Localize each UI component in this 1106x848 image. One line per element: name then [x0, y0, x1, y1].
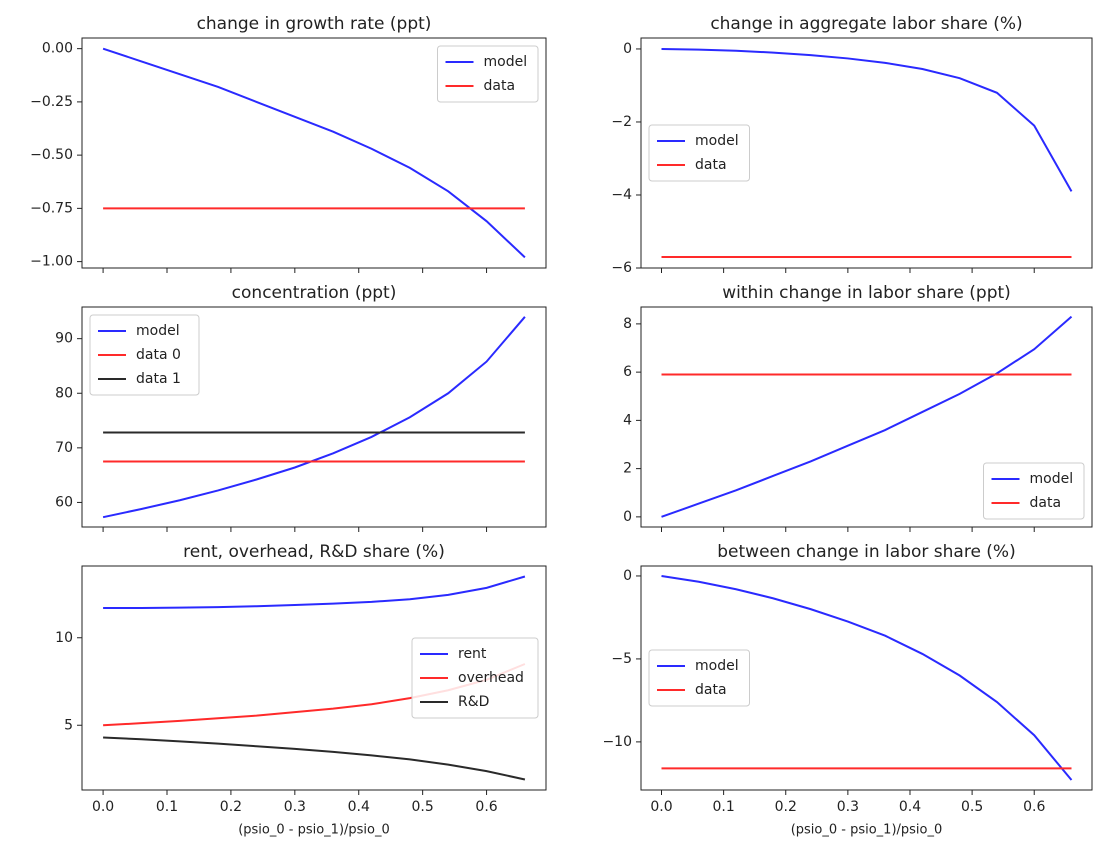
x-tick-label: 0.3	[284, 799, 306, 815]
y-tick-label: 80	[55, 385, 73, 401]
legend-label: model	[695, 133, 739, 149]
legend-box	[89, 314, 200, 396]
x-tick-label: 0.4	[899, 799, 921, 815]
subplot: change in growth rate (ppt) 0.00 −0.25 −0.5…	[30, 14, 547, 273]
subplot-title: within change in labor share (ppt)	[722, 283, 1011, 303]
x-tick-label: 0.0	[650, 799, 672, 815]
x-tick-label: 0.5	[412, 799, 434, 815]
y-tick-label: −5	[611, 651, 632, 667]
axes-frame	[640, 306, 1093, 528]
legend: model data 0 data 1	[89, 314, 200, 396]
y-tick-label: −1.00	[30, 254, 73, 270]
axes-frame	[81, 37, 547, 269]
legend-box	[648, 124, 750, 182]
legend-label: overhead	[458, 670, 524, 686]
legend-label: R&D	[458, 694, 489, 710]
y-tick-label: −10	[602, 734, 632, 750]
line-series	[103, 736, 526, 781]
subplot: concentration (ppt) 60 70 80 90 model data 0 da…	[55, 283, 547, 532]
y-tick-label: −0.25	[30, 94, 73, 110]
legend: model data	[437, 45, 539, 103]
subplot-title: concentration (ppt)	[232, 283, 397, 303]
subplot-title: change in growth rate (ppt)	[197, 14, 432, 34]
y-tick-label: −0.50	[30, 147, 73, 163]
legend-box	[648, 649, 750, 707]
axes-frame	[640, 565, 1093, 791]
axes-frame	[81, 565, 547, 791]
y-tick-label: 5	[64, 717, 73, 733]
subplot: change in aggregate labor share (%) 0 −2 −4…	[611, 14, 1093, 276]
legend: model data	[648, 649, 750, 707]
line-series	[103, 575, 526, 609]
y-tick-label: 4	[623, 412, 632, 428]
axes-frame	[81, 306, 547, 528]
legend-label: model	[136, 323, 180, 339]
legend-label: data	[1030, 495, 1062, 511]
y-tick-label: 0	[623, 41, 632, 57]
y-tick-label: 70	[55, 440, 73, 456]
y-tick-label: 8	[623, 316, 632, 332]
subplot: rent, overhead, R&D share (%) 5 10 0.0 0.1 0.…	[55, 542, 547, 838]
x-tick-label: 0.1	[712, 799, 734, 815]
x-tick-label: 0.6	[1023, 799, 1045, 815]
subplot-title: rent, overhead, R&D share (%)	[183, 542, 445, 562]
x-tick-label: 0.0	[92, 799, 114, 815]
legend-label: model	[1030, 471, 1074, 487]
y-tick-label: −6	[611, 260, 632, 276]
subplot: between change in labor share (%) 0 −5 −10 0…	[602, 542, 1093, 838]
legend-box	[411, 637, 539, 719]
x-axis-label: (psio_0 - psio_1)/psio_0	[791, 823, 943, 838]
legend-label: rent	[458, 646, 487, 662]
y-tick-label: 2	[623, 461, 632, 477]
x-tick-label: 0.4	[348, 799, 370, 815]
y-tick-label: 0	[623, 509, 632, 525]
legend-label: data	[695, 682, 727, 698]
legend-label: data 0	[136, 347, 181, 363]
axes-frame	[640, 37, 1093, 269]
legend-box	[437, 45, 539, 103]
x-axis-label: (psio_0 - psio_1)/psio_0	[238, 823, 390, 838]
legend-label: data 1	[136, 371, 181, 387]
y-tick-label: 0.00	[42, 41, 73, 57]
legend-label: data	[484, 78, 516, 94]
subplot-title: change in aggregate labor share (%)	[710, 14, 1022, 34]
y-tick-label: −4	[611, 187, 632, 203]
legend-box	[983, 462, 1085, 520]
line-series	[661, 47, 1073, 192]
y-tick-label: 6	[623, 364, 632, 380]
y-tick-label: −2	[611, 114, 632, 130]
legend: model data	[983, 462, 1085, 520]
line-series	[102, 47, 526, 259]
line-series	[661, 315, 1073, 518]
x-tick-label: 0.3	[837, 799, 859, 815]
subplot: within change in labor share (ppt) 0 2 4 6 8 m…	[623, 283, 1093, 532]
line-series	[102, 316, 526, 519]
x-tick-label: 0.6	[475, 799, 497, 815]
y-tick-label: 0	[623, 568, 632, 584]
legend: rent overhead R&D	[411, 637, 539, 719]
x-tick-label: 0.2	[220, 799, 242, 815]
legend-label: model	[695, 658, 739, 674]
y-tick-label: 60	[55, 494, 73, 510]
x-tick-label: 0.1	[156, 799, 178, 815]
legend-label: data	[695, 157, 727, 173]
y-tick-label: −0.75	[30, 200, 73, 216]
x-tick-label: 0.2	[775, 799, 797, 815]
y-tick-label: 90	[55, 331, 73, 347]
y-tick-label: 10	[55, 630, 73, 646]
line-series	[661, 574, 1073, 781]
x-tick-label: 0.5	[961, 799, 983, 815]
legend-label: model	[484, 54, 528, 70]
legend: model data	[648, 124, 750, 182]
subplot-title: between change in labor share (%)	[717, 542, 1015, 562]
